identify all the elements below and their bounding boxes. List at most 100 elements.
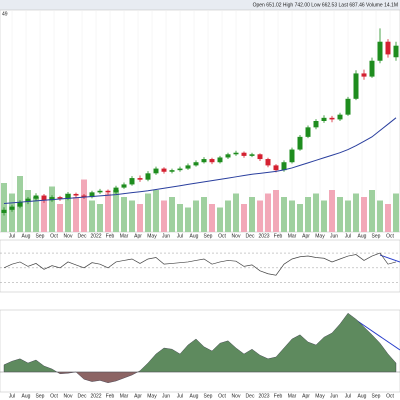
candle-body <box>337 114 343 120</box>
month-label: Oct <box>50 233 58 239</box>
month-label: Oct <box>50 393 58 399</box>
candle-body <box>393 45 399 58</box>
month-label: Nov <box>232 393 241 399</box>
candle-body <box>57 197 63 199</box>
candle-body <box>97 190 103 193</box>
candle-body <box>313 121 319 128</box>
candle-body <box>225 154 231 158</box>
candle-body <box>153 168 159 174</box>
month-label: Aug <box>190 393 199 399</box>
month-label: May <box>147 233 157 239</box>
rsi-panel <box>0 239 400 293</box>
candle-body <box>377 41 383 61</box>
candle-body <box>321 117 327 121</box>
candle-body <box>369 60 375 77</box>
volume-bar <box>313 193 319 232</box>
trend-line <box>355 319 400 351</box>
volume-bar <box>217 207 223 232</box>
month-label: May <box>315 233 325 239</box>
volume-bar <box>385 204 391 232</box>
header-bar <box>0 0 400 10</box>
volume-bar <box>121 197 127 232</box>
candle-body <box>289 149 295 163</box>
month-label: Sep <box>372 393 381 399</box>
candle-body <box>81 195 87 198</box>
volume-bar <box>145 193 151 232</box>
month-label: Aug <box>190 233 199 239</box>
volume-bar <box>49 186 55 232</box>
candle-body <box>121 184 127 188</box>
month-label: Feb <box>106 233 115 239</box>
volume-bar <box>41 200 47 232</box>
month-label: Nov <box>232 233 241 239</box>
candle-body <box>385 41 391 55</box>
month-label: Dec <box>246 233 255 239</box>
candle-body <box>25 198 31 202</box>
month-label: Jul <box>9 393 15 399</box>
candle-body <box>41 195 47 201</box>
month-label: Jun <box>162 233 170 239</box>
volume-bar <box>9 193 15 232</box>
month-label: Oct <box>386 393 394 399</box>
osc-area <box>3 312 397 372</box>
volume-bar <box>345 200 351 232</box>
candle-body <box>9 206 15 210</box>
volume-bar <box>153 190 159 232</box>
volume-bar <box>249 197 255 232</box>
candle-body <box>281 162 287 171</box>
month-label: Mar <box>288 233 297 239</box>
volume-bar <box>361 197 367 232</box>
candle-body <box>177 168 183 171</box>
month-label: Feb <box>106 393 115 399</box>
month-label: Mar <box>120 233 129 239</box>
candle-body <box>305 127 311 137</box>
volume-bar <box>193 200 199 232</box>
volume-bar <box>33 197 39 232</box>
volume-bar <box>297 204 303 232</box>
volume-bar <box>241 204 247 232</box>
month-label: Aug <box>22 393 31 399</box>
month-label: Jul <box>345 393 351 399</box>
volume-bar <box>185 207 191 232</box>
volume-bar <box>201 197 207 232</box>
candle-body <box>233 152 239 155</box>
candle-body <box>297 136 303 150</box>
candle-body <box>89 192 95 198</box>
volume-bar <box>57 204 63 232</box>
month-label: Aug <box>358 393 367 399</box>
candle-body <box>265 159 271 166</box>
volume-bar <box>257 200 263 232</box>
candle-body <box>161 168 167 172</box>
month-label: Nov <box>64 233 73 239</box>
volume-bar <box>329 190 335 232</box>
header: Open 651.02 High 742.00 Low 662.53 Last … <box>253 2 398 8</box>
candle-body <box>273 165 279 171</box>
month-label: Sep <box>204 393 213 399</box>
month-label: Feb <box>274 233 283 239</box>
candle-body <box>329 117 335 120</box>
month-label: Jul <box>345 233 351 239</box>
month-label: Oct <box>386 233 394 239</box>
volume-bar <box>225 200 231 232</box>
month-label: Sep <box>36 393 45 399</box>
candle-body <box>129 178 135 185</box>
month-label: Dec <box>78 233 87 239</box>
month-label: Jun <box>330 233 338 239</box>
month-label: Jun <box>162 393 170 399</box>
volume-bar <box>209 204 215 232</box>
month-label: 2022 <box>90 233 101 239</box>
volume-bar <box>73 197 79 232</box>
month-label: Jul <box>177 233 183 239</box>
month-label: Sep <box>36 233 45 239</box>
volume-bar <box>337 197 343 232</box>
volume-bar <box>137 204 143 232</box>
candle-body <box>1 209 7 213</box>
month-label: Dec <box>246 393 255 399</box>
osc-area-negative <box>3 372 397 384</box>
volume-bar <box>97 204 103 232</box>
volume-bar <box>65 193 71 232</box>
trend-line <box>379 254 400 263</box>
volume-bar <box>289 200 295 232</box>
volume-bar <box>321 200 327 232</box>
volume-bar <box>273 190 279 232</box>
